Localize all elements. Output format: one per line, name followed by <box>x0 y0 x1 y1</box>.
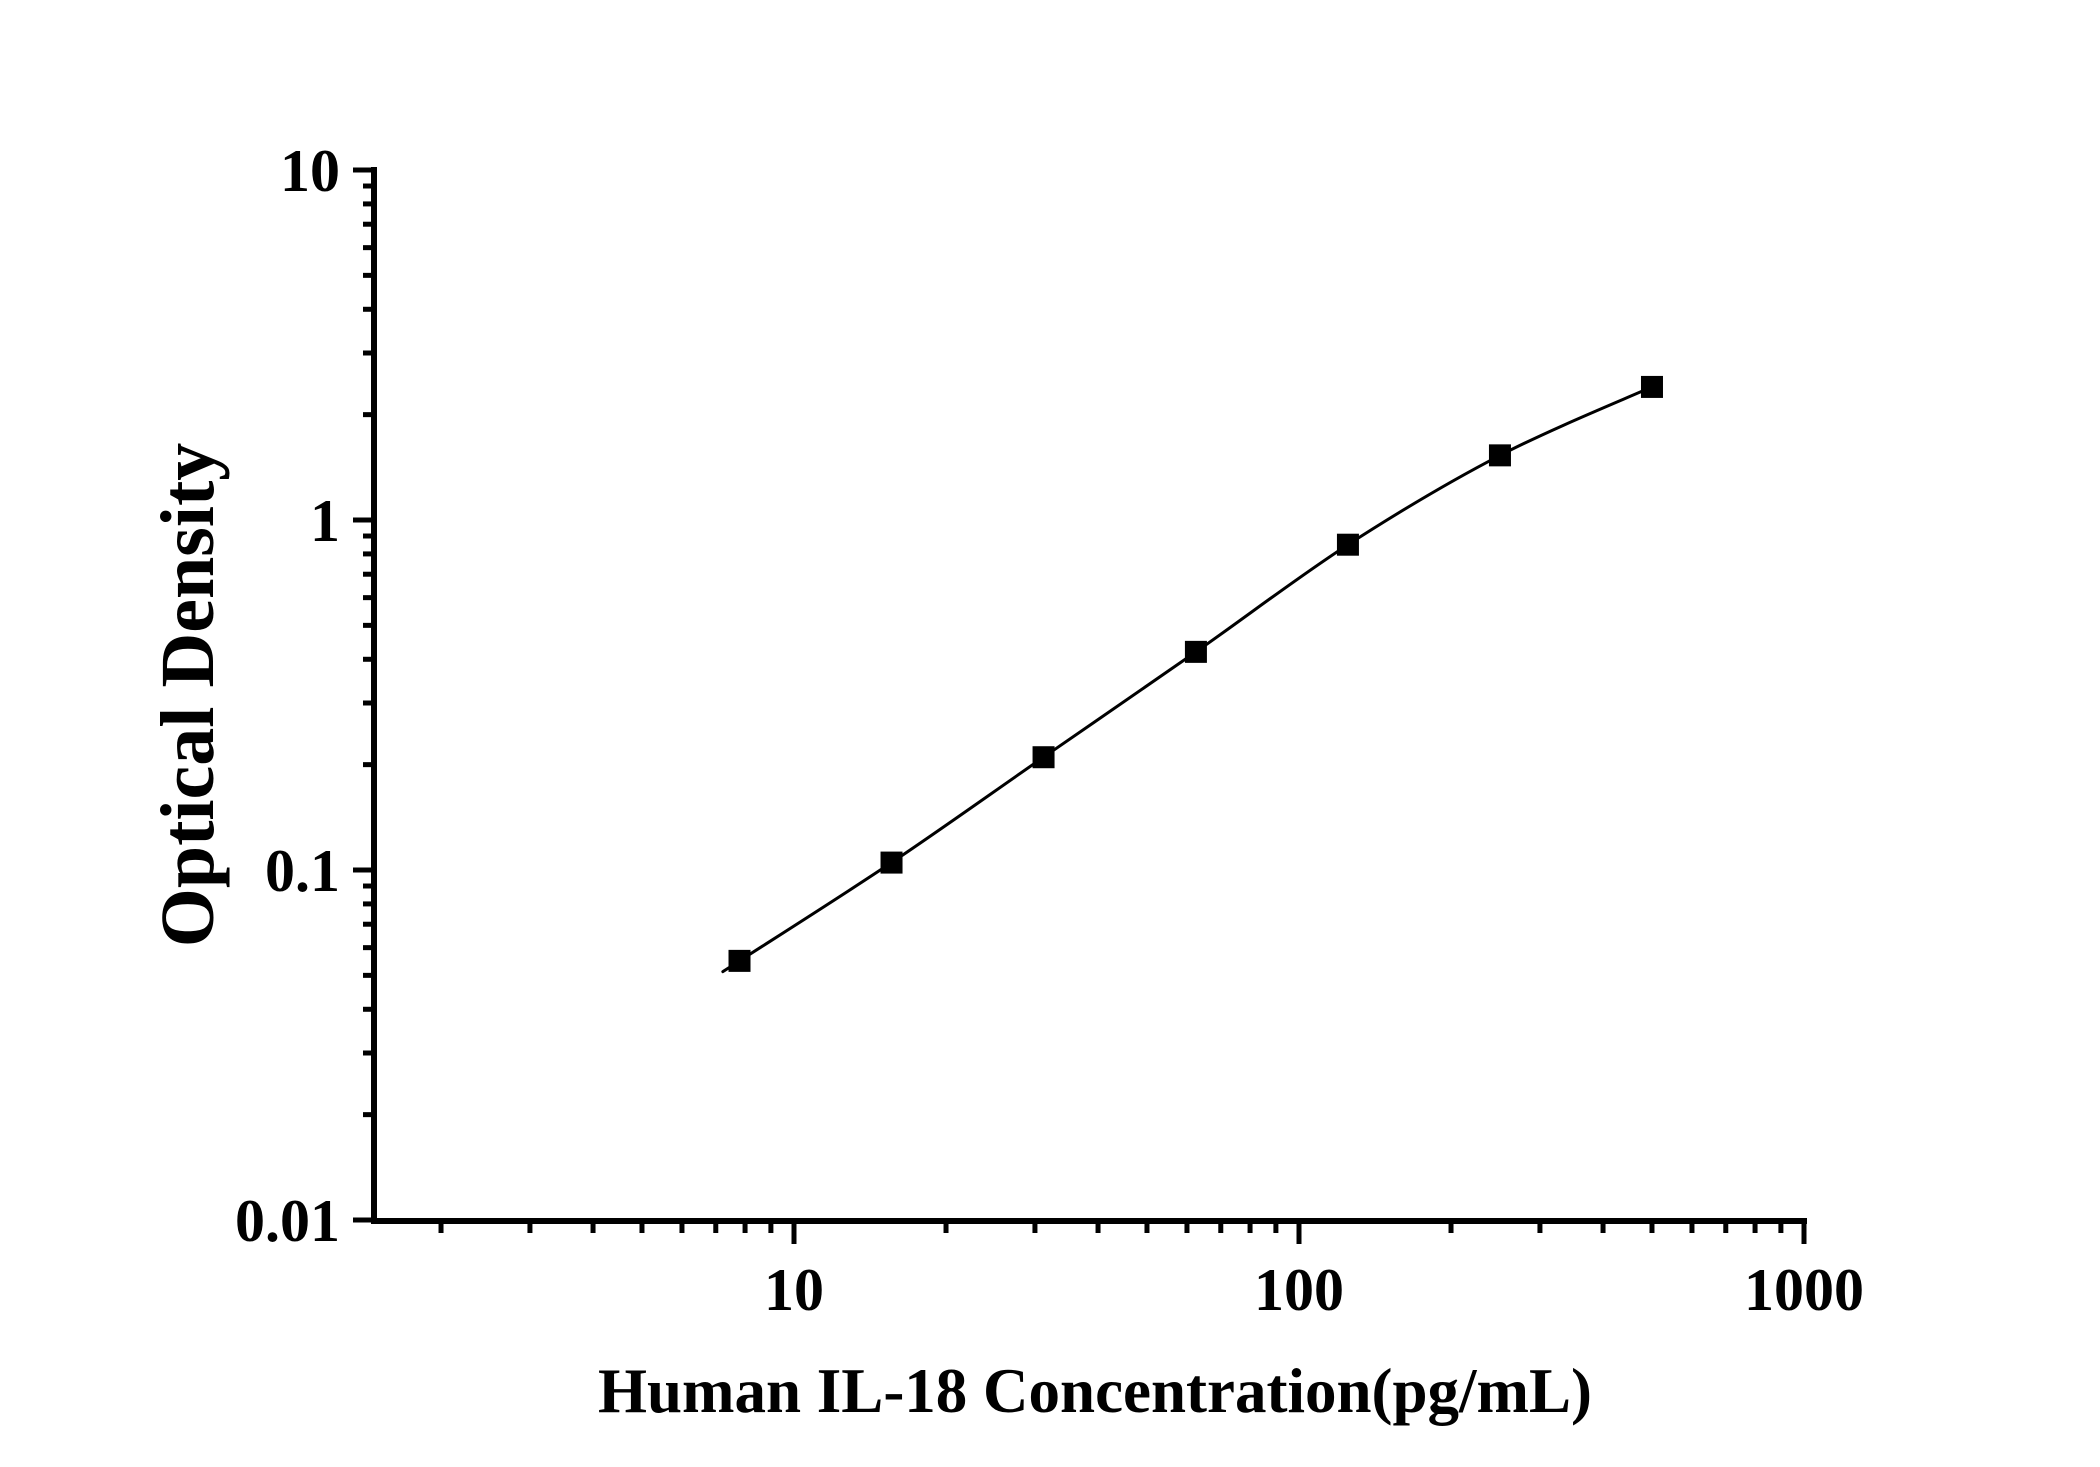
fitted-curve-path <box>721 385 1653 974</box>
data-point-marker <box>1184 640 1207 663</box>
data-point-marker <box>1032 746 1055 769</box>
x-tick-label: 10 <box>764 1257 824 1323</box>
data-point-marker <box>1640 375 1663 398</box>
y-tick-label: 10 <box>280 138 340 204</box>
data-point-marker <box>1488 444 1511 467</box>
standard-curve-series <box>721 375 1663 974</box>
x-tick-label: 100 <box>1254 1257 1344 1323</box>
data-point-marker <box>880 851 903 874</box>
data-point-marker <box>728 949 751 972</box>
data-point-marker <box>1336 533 1359 556</box>
tick-labels: 10 100 1000 0.01 0.1 1 10 <box>235 138 1864 1323</box>
axes <box>353 167 1807 1244</box>
y-axis-title: Optical Density <box>146 443 230 948</box>
y-tick-label: 0.01 <box>235 1188 340 1254</box>
x-axis-title: Human IL-18 Concentration(pg/mL) <box>598 1356 1592 1426</box>
y-tick-label: 1 <box>310 488 340 554</box>
y-tick-label: 0.1 <box>265 838 340 904</box>
x-tick-label: 1000 <box>1744 1257 1864 1323</box>
